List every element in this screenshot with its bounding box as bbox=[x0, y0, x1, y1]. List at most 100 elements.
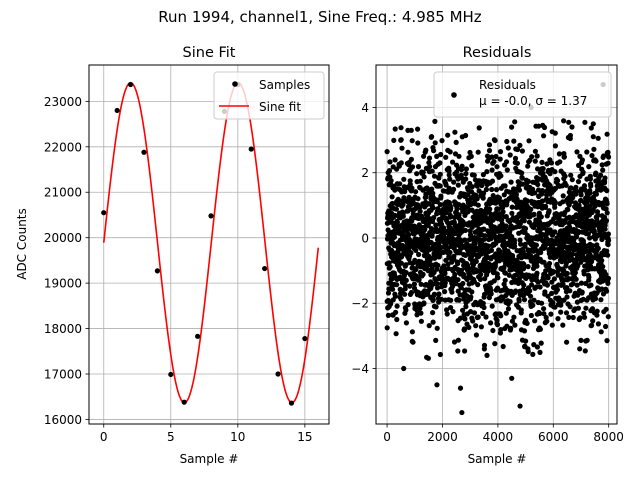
residual-point bbox=[445, 132, 451, 138]
residual-point bbox=[411, 281, 417, 287]
residual-point bbox=[574, 234, 580, 240]
residual-point bbox=[462, 316, 468, 322]
residual-point bbox=[521, 297, 528, 303]
residual-point bbox=[575, 228, 581, 235]
residual-point bbox=[418, 310, 424, 316]
residual-point bbox=[504, 167, 510, 173]
residual-point bbox=[392, 157, 398, 163]
residual-point bbox=[410, 211, 416, 217]
residual-point bbox=[414, 171, 420, 177]
residual-point bbox=[402, 282, 408, 288]
residual-point bbox=[599, 162, 605, 168]
residual-point bbox=[538, 214, 544, 220]
residual-point bbox=[430, 297, 436, 303]
residual-point bbox=[566, 119, 572, 125]
residual-point bbox=[489, 167, 495, 173]
residual-point bbox=[415, 140, 421, 146]
residual-point bbox=[385, 312, 391, 318]
residual-point bbox=[475, 149, 481, 155]
residual-point bbox=[431, 291, 437, 297]
residual-point bbox=[473, 323, 479, 329]
residual-point bbox=[582, 348, 588, 354]
residual-point bbox=[588, 183, 594, 189]
residual-point bbox=[480, 195, 486, 201]
residual-point bbox=[431, 148, 437, 154]
residual-point bbox=[403, 262, 409, 268]
residual-point bbox=[605, 231, 612, 237]
residual-point bbox=[577, 346, 583, 352]
residual-point bbox=[460, 307, 466, 313]
residual-point bbox=[489, 154, 495, 160]
residual-point bbox=[579, 289, 585, 295]
residual-point bbox=[425, 355, 431, 361]
residual-point bbox=[403, 277, 409, 283]
sine-fit-grid bbox=[89, 65, 329, 424]
residual-point bbox=[527, 288, 533, 294]
residual-point bbox=[528, 206, 534, 212]
residual-point bbox=[560, 322, 566, 328]
residual-point bbox=[456, 153, 462, 159]
residual-point bbox=[421, 300, 427, 306]
residual-point bbox=[604, 338, 610, 344]
residual-point bbox=[540, 166, 546, 172]
legend-label-samples: Samples bbox=[259, 78, 310, 92]
residual-point bbox=[430, 205, 436, 211]
residual-point bbox=[552, 204, 558, 210]
residual-point bbox=[400, 202, 406, 208]
residual-outlier-point bbox=[517, 403, 523, 409]
residual-point bbox=[429, 168, 435, 174]
residual-point bbox=[398, 137, 404, 143]
residual-point bbox=[409, 185, 415, 191]
residual-point bbox=[528, 293, 534, 299]
residual-point bbox=[508, 325, 514, 331]
residual-point bbox=[512, 155, 519, 161]
residual-point bbox=[417, 178, 423, 184]
residual-point bbox=[434, 285, 441, 291]
residual-point bbox=[502, 270, 509, 276]
residual-point bbox=[399, 145, 405, 151]
residual-point bbox=[428, 279, 434, 285]
residual-point bbox=[534, 344, 541, 350]
sine-fit-ytick-label: 23000 bbox=[44, 95, 82, 109]
residual-point bbox=[415, 164, 422, 170]
residual-point bbox=[474, 183, 480, 189]
residuals-xtick-label: 6000 bbox=[538, 430, 569, 444]
residual-point bbox=[574, 282, 580, 288]
residual-point bbox=[455, 277, 461, 283]
legend-label-sine-fit: Sine fit bbox=[259, 100, 301, 114]
residual-point bbox=[558, 309, 564, 315]
residual-point bbox=[413, 189, 419, 195]
residual-point bbox=[593, 170, 599, 176]
residual-point bbox=[581, 271, 587, 277]
residual-point bbox=[598, 329, 604, 335]
residual-outlier-point bbox=[459, 409, 465, 416]
residual-point bbox=[534, 263, 540, 269]
residual-point bbox=[544, 282, 551, 288]
residual-point bbox=[491, 159, 497, 165]
residual-point bbox=[409, 164, 416, 170]
sine-fit-ytick-label: 22000 bbox=[44, 140, 82, 154]
sample-point bbox=[154, 268, 160, 274]
residual-point bbox=[588, 125, 594, 131]
residual-point bbox=[573, 188, 580, 194]
residual-point bbox=[443, 182, 449, 188]
residual-point bbox=[458, 285, 464, 291]
residual-point bbox=[469, 224, 475, 230]
residual-point bbox=[437, 202, 443, 208]
residual-point bbox=[512, 322, 518, 328]
residual-point bbox=[552, 143, 559, 149]
residual-point bbox=[595, 135, 601, 141]
residual-point bbox=[498, 327, 504, 333]
residual-point bbox=[517, 142, 523, 148]
residual-point bbox=[569, 124, 575, 130]
sample-point bbox=[168, 371, 174, 378]
residual-point bbox=[450, 309, 456, 315]
residual-point bbox=[476, 125, 482, 131]
residual-point bbox=[534, 153, 540, 159]
residual-point bbox=[584, 149, 590, 155]
residual-point bbox=[465, 192, 471, 198]
residual-point bbox=[563, 310, 570, 316]
residual-point bbox=[409, 329, 415, 335]
residual-point bbox=[497, 156, 503, 162]
residual-point bbox=[562, 219, 568, 225]
